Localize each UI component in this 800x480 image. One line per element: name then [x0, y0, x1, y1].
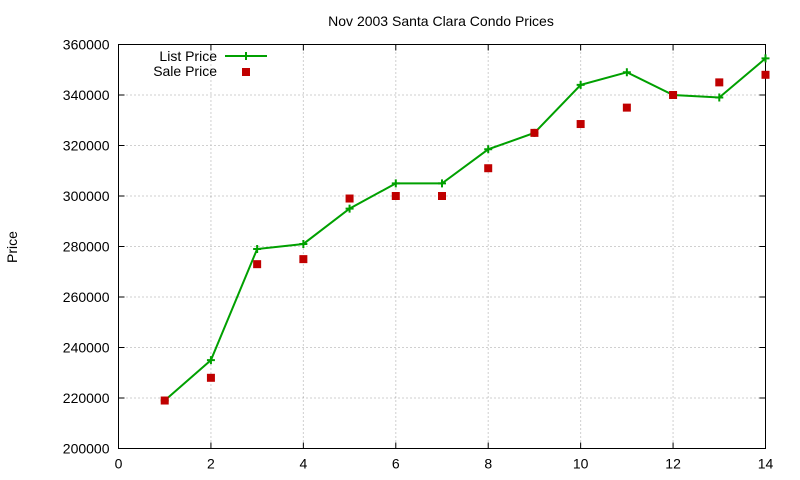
chart-title: Nov 2003 Santa Clara Condo Prices [328, 13, 554, 29]
sale-price-point [160, 396, 169, 405]
legend-sale-price-label: Sale Price [153, 63, 217, 79]
list-price-point [299, 239, 308, 248]
y-tick-label: 260000 [63, 289, 110, 305]
list-price-point [391, 179, 400, 188]
y-axis-label: Price [4, 231, 20, 263]
x-tick-label: 6 [392, 456, 400, 472]
list-price-point [576, 80, 585, 89]
x-tick-label: 10 [573, 456, 589, 472]
sale-price-point [391, 192, 400, 200]
x-tick-label: 14 [758, 456, 774, 472]
list-price-point [622, 68, 631, 77]
legend-list-price-label: List Price [159, 48, 217, 64]
list-price-line [164, 57, 767, 402]
sale-price-point [669, 91, 678, 99]
list-price-point [253, 245, 262, 254]
list-price-point [484, 145, 493, 154]
sale-price-point [484, 164, 493, 173]
sale-price-point [438, 192, 446, 200]
sale-price-point [622, 103, 631, 112]
x-tick-label: 4 [299, 456, 307, 472]
sale-price-point [253, 260, 262, 269]
y-tick-label: 240000 [63, 340, 110, 356]
y-tick-label: 320000 [63, 138, 110, 154]
list-price-point [206, 356, 215, 365]
list-price-point [715, 93, 724, 102]
sale-price-point [299, 255, 308, 264]
list-price-point [438, 179, 446, 188]
sale-price-point [576, 120, 585, 129]
legend-list-price-marker [242, 52, 250, 60]
sale-price-point [206, 373, 215, 382]
y-tick-label: 280000 [63, 239, 110, 255]
data-series [160, 54, 770, 405]
x-tick-label: 8 [484, 456, 492, 472]
y-tick-label: 300000 [63, 188, 110, 204]
sale-price-point [715, 78, 724, 87]
y-tick-label: 220000 [63, 390, 110, 406]
legend-sale-price-marker [242, 68, 250, 76]
sale-price-point [345, 194, 354, 203]
list-price-point [345, 204, 354, 213]
y-tick-label: 360000 [63, 37, 110, 53]
x-tick-label: 0 [115, 456, 123, 472]
x-tick-label: 12 [665, 456, 681, 472]
y-tick-label: 200000 [63, 441, 110, 457]
sale-price-point [530, 128, 539, 137]
sale-price-point [761, 70, 770, 79]
plot-frame [118, 44, 766, 449]
y-tick-label: 340000 [63, 87, 110, 103]
x-tick-label: 2 [207, 456, 215, 472]
list-price-point [761, 54, 770, 63]
